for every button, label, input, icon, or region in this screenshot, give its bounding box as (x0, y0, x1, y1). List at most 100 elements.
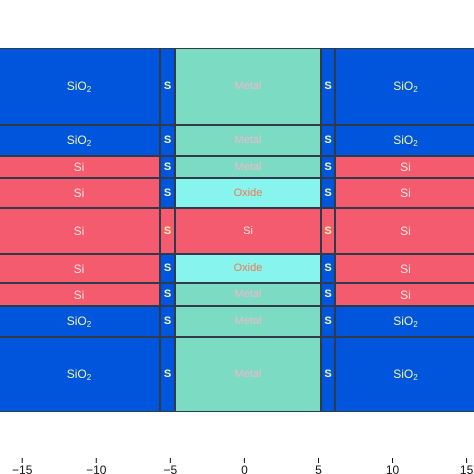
material-label: Si (73, 261, 85, 276)
material-label: SiO2 (393, 80, 417, 94)
spacer-cell: S (321, 48, 335, 125)
spacer-cell: S (321, 156, 335, 178)
material-label: Si (73, 287, 85, 302)
material-label: Oxide (233, 186, 263, 199)
spacer-cell: S (321, 178, 335, 208)
spacer-cell: S (321, 283, 335, 306)
spacer-label: S (163, 160, 172, 173)
subscript: 2 (86, 84, 92, 94)
subscript: 2 (413, 319, 418, 329)
center-region-metal-cell: Metal (175, 48, 321, 125)
material-label: Si (400, 287, 411, 302)
center-region-oxide-cell: Oxide (175, 254, 321, 283)
right-region-si-cell: Si (335, 283, 474, 306)
material-label: SiO2 (393, 368, 417, 382)
subscript: 2 (86, 319, 92, 329)
center-region-oxide-cell: Oxide (175, 178, 321, 208)
subscript: 2 (413, 138, 418, 148)
right-region-si-cell: Si (335, 208, 474, 254)
subscript: 2 (86, 372, 92, 382)
material-name: SiO (66, 78, 87, 93)
left-region-si-cell: Si (0, 208, 160, 254)
material-label: SiO2 (67, 80, 91, 94)
spacer-cell: S (160, 337, 175, 412)
material-name: SiO (393, 78, 414, 93)
spacer-label: S (324, 288, 332, 300)
spacer-cell: S (160, 48, 175, 125)
material-name: SiO (66, 366, 87, 381)
spacer-label: S (324, 160, 332, 173)
spacer-cell: S (321, 337, 335, 412)
material-label: Metal (234, 160, 262, 173)
center-region-si-cell: Si (175, 208, 321, 254)
spacer-cell: S (321, 125, 335, 156)
right-region-si-cell: Si (335, 254, 474, 283)
spacer-label: S (324, 224, 332, 237)
right-region-sio2-cell: SiO2 (335, 48, 474, 125)
left-region-sio2-cell: SiO2 (0, 337, 160, 412)
subscript: 2 (413, 84, 418, 94)
right-region-si-cell: Si (335, 178, 474, 208)
spacer-label: S (324, 315, 332, 327)
material-label: Si (73, 186, 85, 200)
right-region-sio2-cell: SiO2 (335, 306, 474, 337)
spacer-label: S (163, 224, 172, 237)
left-region-sio2-cell: SiO2 (0, 306, 160, 337)
material-label: Si (73, 224, 85, 238)
spacer-label: S (163, 368, 172, 380)
material-label: Si (73, 160, 85, 174)
material-label: Metal (234, 368, 262, 380)
spacer-label: S (163, 262, 172, 274)
right-region-sio2-cell: SiO2 (335, 337, 474, 412)
spacer-label: S (324, 80, 332, 92)
spacer-cell: S (160, 178, 175, 208)
spacer-cell: S (160, 254, 175, 283)
spacer-cell: S (160, 125, 175, 156)
subscript: 2 (413, 372, 418, 382)
center-region-metal-cell: Metal (175, 306, 321, 337)
spacer-cell: S (321, 254, 335, 283)
material-name: SiO (393, 366, 414, 381)
material-label: Metal (234, 288, 262, 300)
spacer-label: S (163, 315, 172, 327)
spacer-cell: S (160, 208, 175, 254)
material-name: SiO (393, 313, 414, 328)
spacer-cell: S (321, 208, 335, 254)
material-label: Metal (234, 80, 262, 92)
material-label: SiO2 (393, 315, 417, 329)
spacer-label: S (163, 186, 172, 199)
left-region-si-cell: Si (0, 283, 160, 306)
material-label: Si (243, 224, 253, 237)
right-region-sio2-cell: SiO2 (335, 125, 474, 156)
spacer-label: S (163, 134, 172, 146)
left-region-si-cell: Si (0, 254, 160, 283)
spacer-label: S (324, 186, 332, 199)
right-region-si-cell: Si (335, 156, 474, 178)
material-label: Si (400, 186, 411, 200)
spacer-label: S (324, 262, 332, 274)
left-region-sio2-cell: SiO2 (0, 48, 160, 125)
material-label: SiO2 (67, 315, 91, 329)
material-label: Metal (234, 134, 262, 146)
material-label: SiO2 (67, 368, 91, 382)
center-region-metal-cell: Metal (175, 337, 321, 412)
material-name: SiO (393, 132, 414, 147)
spacer-label: S (324, 134, 332, 146)
center-region-metal-cell: Metal (175, 283, 321, 306)
material-label: SiO2 (67, 134, 91, 148)
center-region-metal-cell: Metal (175, 156, 321, 178)
spacer-cell: S (160, 306, 175, 337)
left-region-si-cell: Si (0, 156, 160, 178)
material-name: SiO (66, 313, 87, 328)
material-label: Oxide (233, 262, 263, 274)
left-region-si-cell: Si (0, 178, 160, 208)
material-name: SiO (66, 132, 87, 147)
subscript: 2 (86, 138, 92, 148)
left-region-sio2-cell: SiO2 (0, 125, 160, 156)
spacer-cell: S (321, 306, 335, 337)
spacer-cell: S (160, 156, 175, 178)
spacer-label: S (324, 368, 332, 380)
spacer-label: S (163, 288, 172, 300)
material-label: Metal (234, 315, 262, 327)
